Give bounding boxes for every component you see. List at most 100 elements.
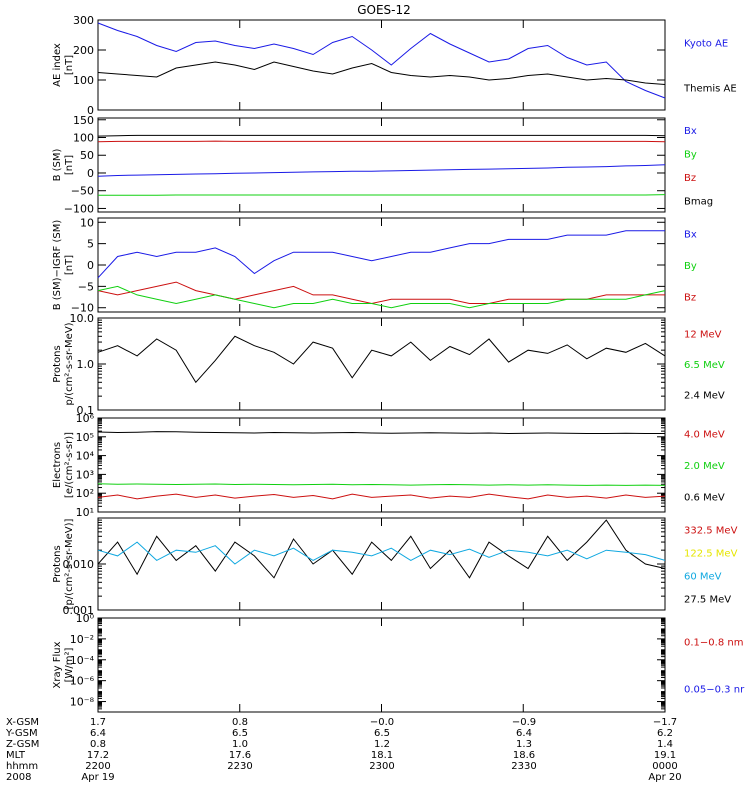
series-line [97,541,666,565]
y-tick-label: 10¹ [76,506,94,519]
y-tick-label: 10⁶ [76,412,95,425]
footer-value: 17.2 [86,750,110,761]
y-tick-label: 10⁻⁴ [70,654,95,667]
footer-value: 6.4 [516,728,532,739]
y-axis-unit: [nT] [64,255,75,275]
y-tick-label: 10³ [76,468,94,481]
series-line [97,285,666,309]
footer-row-label: X-GSM [6,717,40,728]
y-tick-label: 10⁻² [70,633,94,646]
panel-protons2: 0.010 0.001 Protons [p/(cm²-s-sr-MeV)] 332.5… [52,517,738,617]
footer-value: 0000 [652,761,678,772]
y-tick-label: −10 [71,302,94,315]
footer-value: 2300 [369,761,395,772]
footer-value: 6.5 [232,728,248,739]
legend-entry: 60 MeV [684,572,722,583]
legend-entry: 27.5 MeV [684,595,731,606]
panel-bigrf: 10 5 0 −5 −10 B (SM)−IGRF (SM) [nT] Bx By Bz [52,216,697,314]
panel-frame [97,217,666,313]
panel-bsm: 150 100 50 0 −50 −100 B (SM) [nT] Bx By Bz Bmag [52,114,713,216]
y-axis-label: Xray Flux [52,641,63,688]
footer-row: X-GSM 1.7 0.8 −0.0 −0.9 −1.7 [0,717,750,729]
series-line [97,483,666,486]
footer-value: 2230 [227,761,253,772]
series-line [97,493,666,500]
series-line [97,134,666,137]
y-tick-label: −100 [64,202,94,215]
footer-value: 19.1 [653,750,677,761]
legend-entry: 2.4 MeV [684,391,725,402]
footer-value: −0.9 [511,717,537,728]
footer-value: 6.4 [90,728,106,739]
footer-value: Apr 20 [648,772,682,783]
legend-entry: 12 MeV [684,329,722,340]
y-tick-label: 10² [76,487,94,500]
y-tick-label: −5 [78,280,94,293]
footer-value: 1.2 [374,739,390,750]
footer-value: −0.0 [369,717,395,728]
y-tick-label: 0 [87,167,94,180]
footer-value: Apr 19 [81,772,115,783]
footer-row: hhmm 2200 2230 2300 2330 0000 [0,761,750,773]
plot-title: GOES-12 [357,3,411,17]
legend-entry: 0.6 MeV [684,492,725,503]
orbit-footer: X-GSM 1.7 0.8 −0.0 −0.9 −1.7 Y-GSM 6.4 6.5 6.5 6.4… [0,716,750,800]
footer-value: 6.2 [657,728,673,739]
footer-row: 2008 Apr 19 Apr 20 [0,772,750,784]
legend-entry: Bmag [684,196,713,207]
footer-value: 18.1 [370,750,394,761]
y-tick-label: 10⁰ [76,612,95,625]
footer-value: 17.6 [228,750,252,761]
legend-entry: Kyoto AE [684,39,728,50]
y-axis-label: B (SM) [52,148,63,181]
series-line [97,164,666,177]
y-tick-label: 10.0 [70,312,95,325]
footer-value: 2330 [511,761,537,772]
series-line [97,61,666,85]
footer-row-label: MLT [6,750,25,761]
y-tick-label: 10⁵ [76,431,94,444]
legend-entry: Bx [684,126,697,137]
y-axis-unit: [p/(cm²-s-sr-MeV)] [64,518,75,609]
footer-value: 6.5 [374,728,390,739]
y-tick-label: 10⁴ [76,450,95,463]
y-tick-label: 150 [73,114,94,127]
y-tick-label: 1.0 [77,358,95,371]
y-axis-unit: [W/m²] [64,647,75,682]
y-axis-label: B (SM)−IGRF (SM) [52,220,63,311]
legend-entry: 332.5 MeV [684,526,738,537]
y-tick-label: 100 [73,132,94,145]
y-tick-label: 300 [73,14,94,27]
legend-entry: 4.0 MeV [684,430,725,441]
panel-frame [97,317,666,411]
panel-frame [97,517,666,611]
legend-entry: 6.5 MeV [684,360,725,371]
legend-entry: 0.05−0.3 nr [684,685,745,696]
panel-protons1: 10.0 1.0 0.1 Protons p/(cm²-s-sr-MeV) 12 MeV 6… [52,312,725,417]
y-axis-unit: [nT] [64,155,75,175]
panel-xray: 10⁰ 10⁻² 10⁻⁴ 10⁻⁶ 10⁻⁸ Xray Flux [W/m²] 0.1−0.… [52,612,745,713]
y-tick-label: 0 [87,259,94,272]
footer-value: −1.7 [652,717,678,728]
y-tick-label: 0.1 [77,404,95,417]
y-tick-label: 200 [73,44,94,57]
y-tick-label: 5 [87,238,94,251]
legend-entry: Bz [684,173,696,184]
legend-entry: 122.5 MeV [684,549,738,560]
y-axis-label: Protons [52,545,63,582]
footer-value: 1.3 [516,739,532,750]
series-line [97,140,666,143]
y-axis-label: Electrons [52,442,63,488]
y-tick-label: 0.010 [63,558,95,571]
y-tick-label: 10⁻⁶ [70,675,95,688]
y-tick-label: 0 [87,104,94,117]
y-axis-unit: [nT] [64,55,75,75]
legend-entry: Bz [684,292,696,303]
series-line [97,431,665,435]
y-tick-label: 10 [80,216,94,229]
panel-electrons: 10⁶ 10⁵ 10⁴ 10³ 10² 10¹ Electrons [e/(cm²-s-sr)… [52,412,725,519]
series-line [97,281,665,305]
panel-frame [97,117,666,213]
footer-row-label: Z-GSM [6,739,40,750]
